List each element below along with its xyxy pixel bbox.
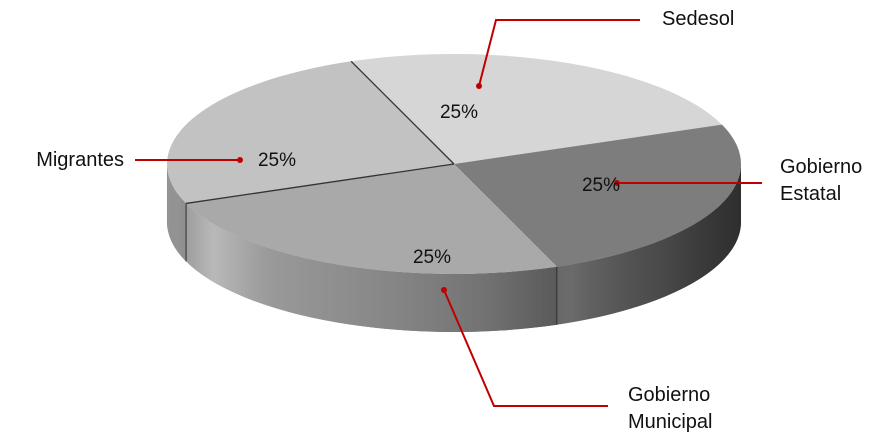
pie-side-walls xyxy=(167,164,741,332)
pct-label-gobierno-estatal: 25% xyxy=(582,175,620,196)
leader-lines xyxy=(135,19,762,407)
leader-dot-gobierno-municipal xyxy=(441,287,447,293)
category-label-gobierno-estatal: Gobierno Estatal xyxy=(780,156,862,205)
category-label-migrantes: Migrantes xyxy=(36,149,124,171)
pct-label-sedesol: 25% xyxy=(440,102,478,123)
pie-slice-gobierno-estatal xyxy=(454,124,741,267)
pie-divider xyxy=(185,163,455,205)
pie-top-faces xyxy=(167,54,741,274)
leader-dot-gobierno-estatal xyxy=(614,180,620,186)
leader-line-gobierno-municipal xyxy=(443,289,608,407)
pct-label-gobierno-municipal: 25% xyxy=(413,247,451,268)
category-label-gobierno-municipal: Gobierno Municipal xyxy=(628,384,712,433)
leader-dot-sedesol xyxy=(476,83,482,89)
pct-label-migrantes: 25% xyxy=(258,150,296,171)
labels: 25% Sedesol 25% Gobierno Estatal 25% Gobierno M… xyxy=(36,8,862,433)
pie-slice-gobierno-municipal xyxy=(186,164,557,274)
pie-divider xyxy=(350,60,455,165)
pie-slice-sedesol xyxy=(351,54,722,165)
leader-line-sedesol xyxy=(478,19,640,87)
category-label-sedesol: Sedesol xyxy=(662,8,734,30)
pie-front-wall xyxy=(167,164,741,332)
leader-dot-migrantes xyxy=(237,157,243,163)
pie-slice-migrantes xyxy=(167,61,454,204)
